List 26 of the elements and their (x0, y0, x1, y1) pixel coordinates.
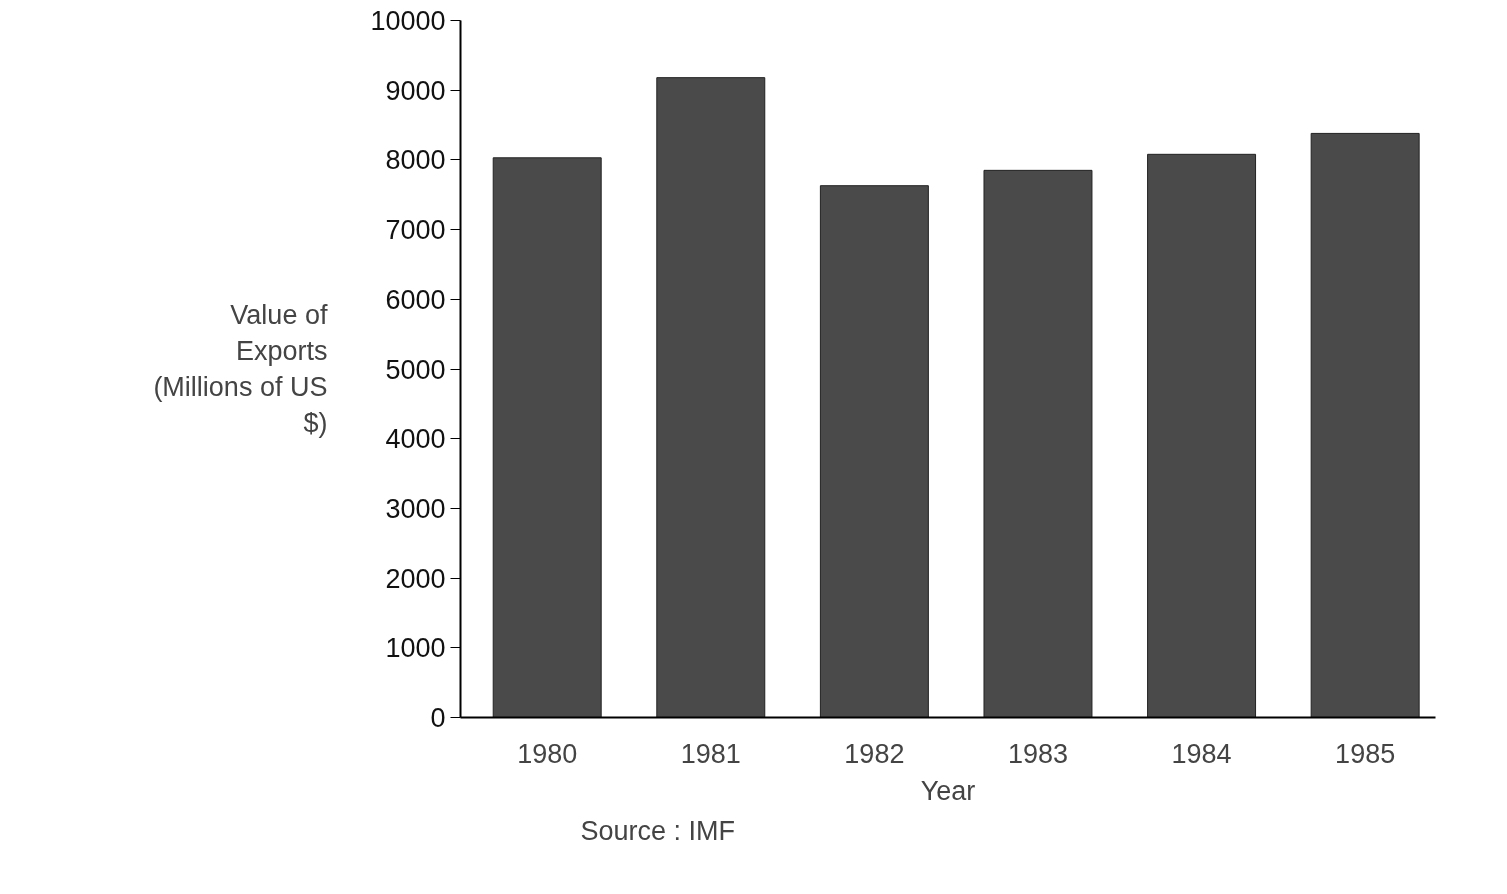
y-tick-label: 2000 (385, 563, 446, 594)
x-tick-label: 1983 (1007, 738, 1069, 769)
bar (492, 157, 602, 718)
y-tick-label: 10000 (370, 6, 446, 36)
bar (1147, 153, 1257, 718)
x-tick-label: 1981 (680, 738, 741, 769)
y-tick-label: 7000 (385, 215, 446, 246)
y-tick-label: 1000 (385, 633, 446, 664)
bar (1310, 132, 1420, 718)
x-axis-title: Year (920, 775, 976, 806)
y-tick-label: 4000 (385, 424, 446, 455)
x-tick-label: 1984 (1171, 738, 1232, 769)
x-tick-label: 1980 (517, 738, 578, 769)
y-tick-label: 6000 (385, 284, 446, 315)
y-tick-label: 8000 (385, 145, 446, 176)
y-tick-label: 9000 (385, 75, 446, 106)
y-axis-title: Value of Exports (Millions of US $) (153, 300, 328, 438)
y-tick-label: 0 (430, 703, 446, 733)
bar (656, 77, 766, 718)
y-tick-label: 3000 (385, 493, 446, 524)
x-tick-label: 1985 (1335, 738, 1396, 769)
x-tick-label: 1982 (844, 738, 905, 769)
bar (983, 169, 1093, 718)
y-tick-label: 5000 (385, 354, 446, 385)
bar (819, 185, 929, 718)
source-note: Source : IMF (580, 815, 736, 846)
